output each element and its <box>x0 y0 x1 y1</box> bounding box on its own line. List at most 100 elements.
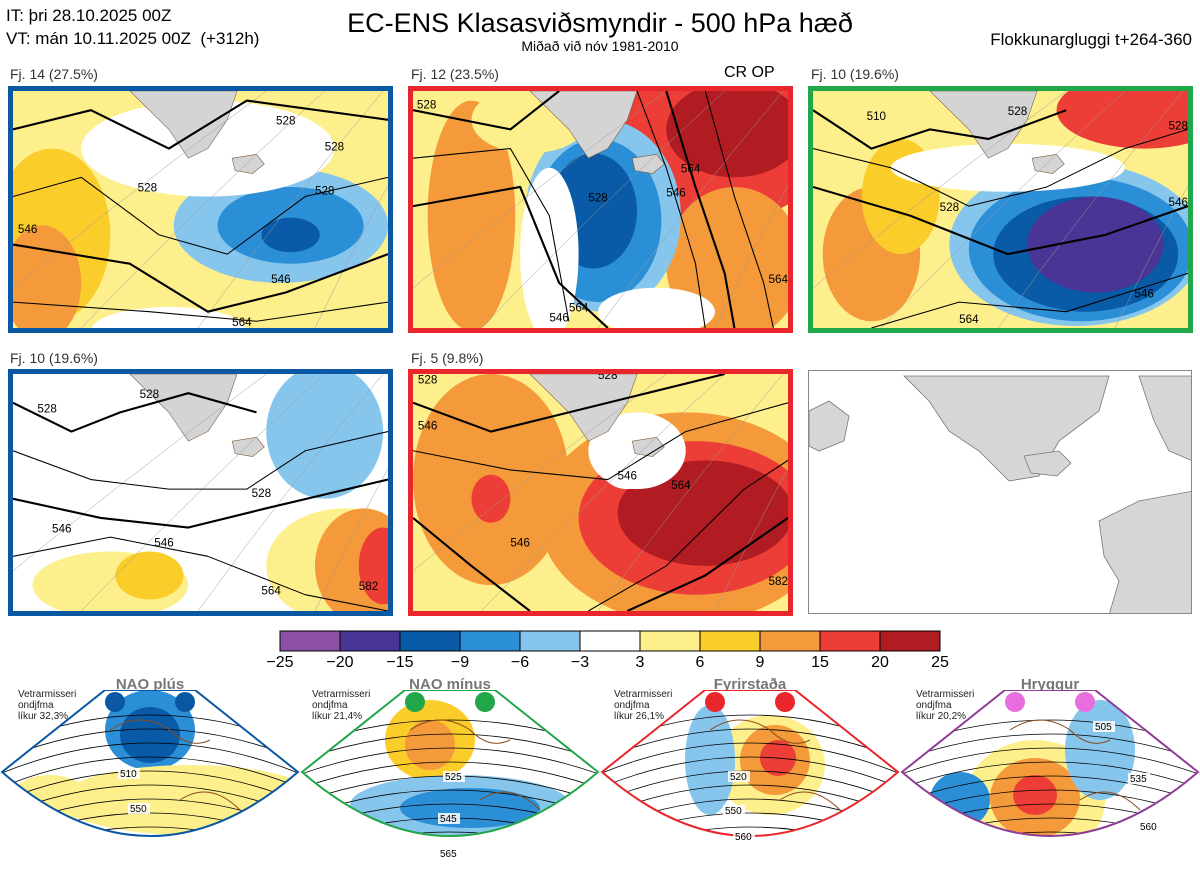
graticule-line <box>197 374 384 611</box>
graticule-line <box>714 184 788 328</box>
europe-landmass <box>1098 490 1191 613</box>
info-prefix: líkur <box>916 711 938 722</box>
colorbar-box <box>639 630 701 652</box>
contour-label: 528 <box>252 487 271 500</box>
info-season: Vetrarmisseri <box>312 689 371 700</box>
contour-label: 528 <box>418 374 437 387</box>
window-label: Flokkunargluggi t+264-360 <box>990 30 1192 49</box>
regime-anomaly <box>120 707 180 763</box>
regime-title-blocking: Fyrirstaða <box>713 676 787 693</box>
regime-anomaly <box>10 775 90 825</box>
contour-label-bg <box>723 805 745 816</box>
height-contour <box>13 536 388 611</box>
contour-label: 564 <box>232 316 252 328</box>
regime-title-nao-minus: NAO mínus <box>409 676 491 693</box>
contour-label: 546 <box>271 273 290 286</box>
height-contour <box>813 185 1188 256</box>
info-prob: 26,1% <box>635 711 665 722</box>
info-prob: 21,4% <box>333 711 363 722</box>
contour-label: 546 <box>666 187 685 200</box>
regime-contour <box>902 831 1198 836</box>
regime-fan: 525 545 565 <box>300 690 600 860</box>
it-line: IT: þri 28.10.2025 00Z <box>6 6 172 25</box>
contour-label: 528 <box>315 185 334 198</box>
anomaly-region <box>666 91 788 178</box>
info-months: ondjfma <box>614 700 650 711</box>
contour-label-bg <box>438 813 460 824</box>
contour-label: 564 <box>261 585 281 598</box>
colorbar-tick: 3 <box>635 654 645 671</box>
regime-dot <box>405 692 425 712</box>
anomaly-region <box>666 186 788 328</box>
graticule-line <box>1114 184 1188 328</box>
canada-landmass <box>809 400 850 452</box>
panel-badge-crop: CR OP <box>724 64 775 81</box>
regime-border <box>900 690 1200 837</box>
height-contour <box>813 109 1067 150</box>
info-months: ondjfma <box>312 700 348 711</box>
regime-contour-label: 550 <box>130 804 147 815</box>
greenland-landmass <box>929 91 1038 159</box>
graticule-line <box>13 91 267 289</box>
regime-contour-label: 535 <box>1130 774 1147 785</box>
regime-fan: 505 535 560 <box>900 690 1200 837</box>
regime-border <box>300 690 600 837</box>
height-contour <box>13 176 388 255</box>
colorbar-tick: −20 <box>326 654 354 671</box>
vt-line: VT: mán 10.11.2025 00Z (+312h) <box>6 29 260 48</box>
regime-fans: 510 550 525 545 565 520 550 560 505 535 560 <box>0 690 1200 860</box>
regime-contour-label: 505 <box>1095 722 1112 733</box>
contour-label-bg <box>438 848 460 859</box>
regime-contour <box>302 761 598 793</box>
panel-label-1: Fj. 14 (27.5%) <box>10 66 98 82</box>
regime-contour-label: 510 <box>120 769 137 780</box>
contour-label-bg <box>1138 821 1160 832</box>
graticule-line <box>597 91 784 328</box>
scandinavia-landmass <box>1138 375 1191 461</box>
colorbar-box <box>399 630 461 652</box>
anomaly-region <box>358 527 388 605</box>
colorbar-tick: −25 <box>266 654 294 671</box>
regime-border <box>0 690 300 837</box>
colorbar-tick: −15 <box>386 654 414 671</box>
regime-contour-label: 520 <box>730 772 747 783</box>
contour-label: 582 <box>769 575 788 588</box>
anomaly-region <box>115 551 184 600</box>
regime-fan: 510 550 <box>0 690 300 837</box>
height-contour <box>871 272 1188 328</box>
graticule-line <box>13 374 267 572</box>
regime-contour <box>902 747 1198 779</box>
colorbar-box <box>819 630 881 652</box>
regime-info-4: Vetrarmisseri ondjfma líkur 20,2% <box>916 689 974 722</box>
height-contour <box>626 517 788 611</box>
cluster-map-1: 528 528 528 546 546 564 528 <box>8 86 393 333</box>
contour-label: 546 <box>418 420 437 433</box>
height-contour <box>665 91 736 328</box>
anomaly-region <box>471 474 511 523</box>
colorbar-tick: −3 <box>570 654 590 671</box>
contour-label: 528 <box>940 201 959 214</box>
contour-label: 528 <box>138 182 157 195</box>
graticule-line <box>314 184 388 328</box>
graticule-line <box>197 91 384 328</box>
regime-contour <box>902 761 1198 793</box>
regime-contour-label: 560 <box>1140 822 1157 833</box>
regime-contour <box>2 770 298 807</box>
regime-contour <box>2 742 298 779</box>
contour-label-bg <box>118 768 140 779</box>
contour-label: 564 <box>959 313 979 326</box>
graticule-line <box>714 467 788 611</box>
regime-fan: 520 550 560 <box>600 690 900 843</box>
regime-info-2: Vetrarmisseri ondjfma líkur 21,4% <box>312 689 370 722</box>
contour-label-bg <box>443 771 465 782</box>
contour-label-bg <box>728 771 750 782</box>
regime-contour <box>302 747 598 779</box>
info-season: Vetrarmisseri <box>614 689 673 700</box>
colorbar-tick: 6 <box>695 654 705 671</box>
contour-label: 528 <box>598 374 617 382</box>
cluster-map-5: 528 546 528 546 546 564 582 <box>408 369 793 616</box>
iceland-landmass <box>1031 154 1065 174</box>
anomaly-region <box>266 374 384 499</box>
panel-label-3: Fj. 10 (19.6%) <box>811 66 899 82</box>
regime-contour-label: 525 <box>445 772 462 783</box>
